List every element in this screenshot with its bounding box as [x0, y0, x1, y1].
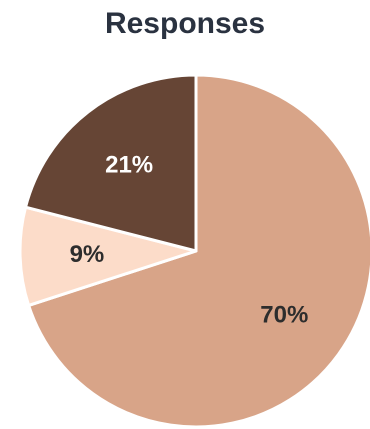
pie-slices — [18, 73, 370, 429]
slice-label-21: 21% — [105, 151, 153, 178]
pie-slice-9 — [18, 205, 198, 307]
slice-label-70: 70% — [260, 302, 308, 329]
slice-label-9: 9% — [70, 241, 105, 268]
pie-labels: 70% 9% 21% — [70, 151, 309, 328]
pie-slice-21 — [24, 73, 198, 253]
chart-title: Responses — [104, 7, 266, 40]
pie-slice-70 — [27, 73, 370, 429]
